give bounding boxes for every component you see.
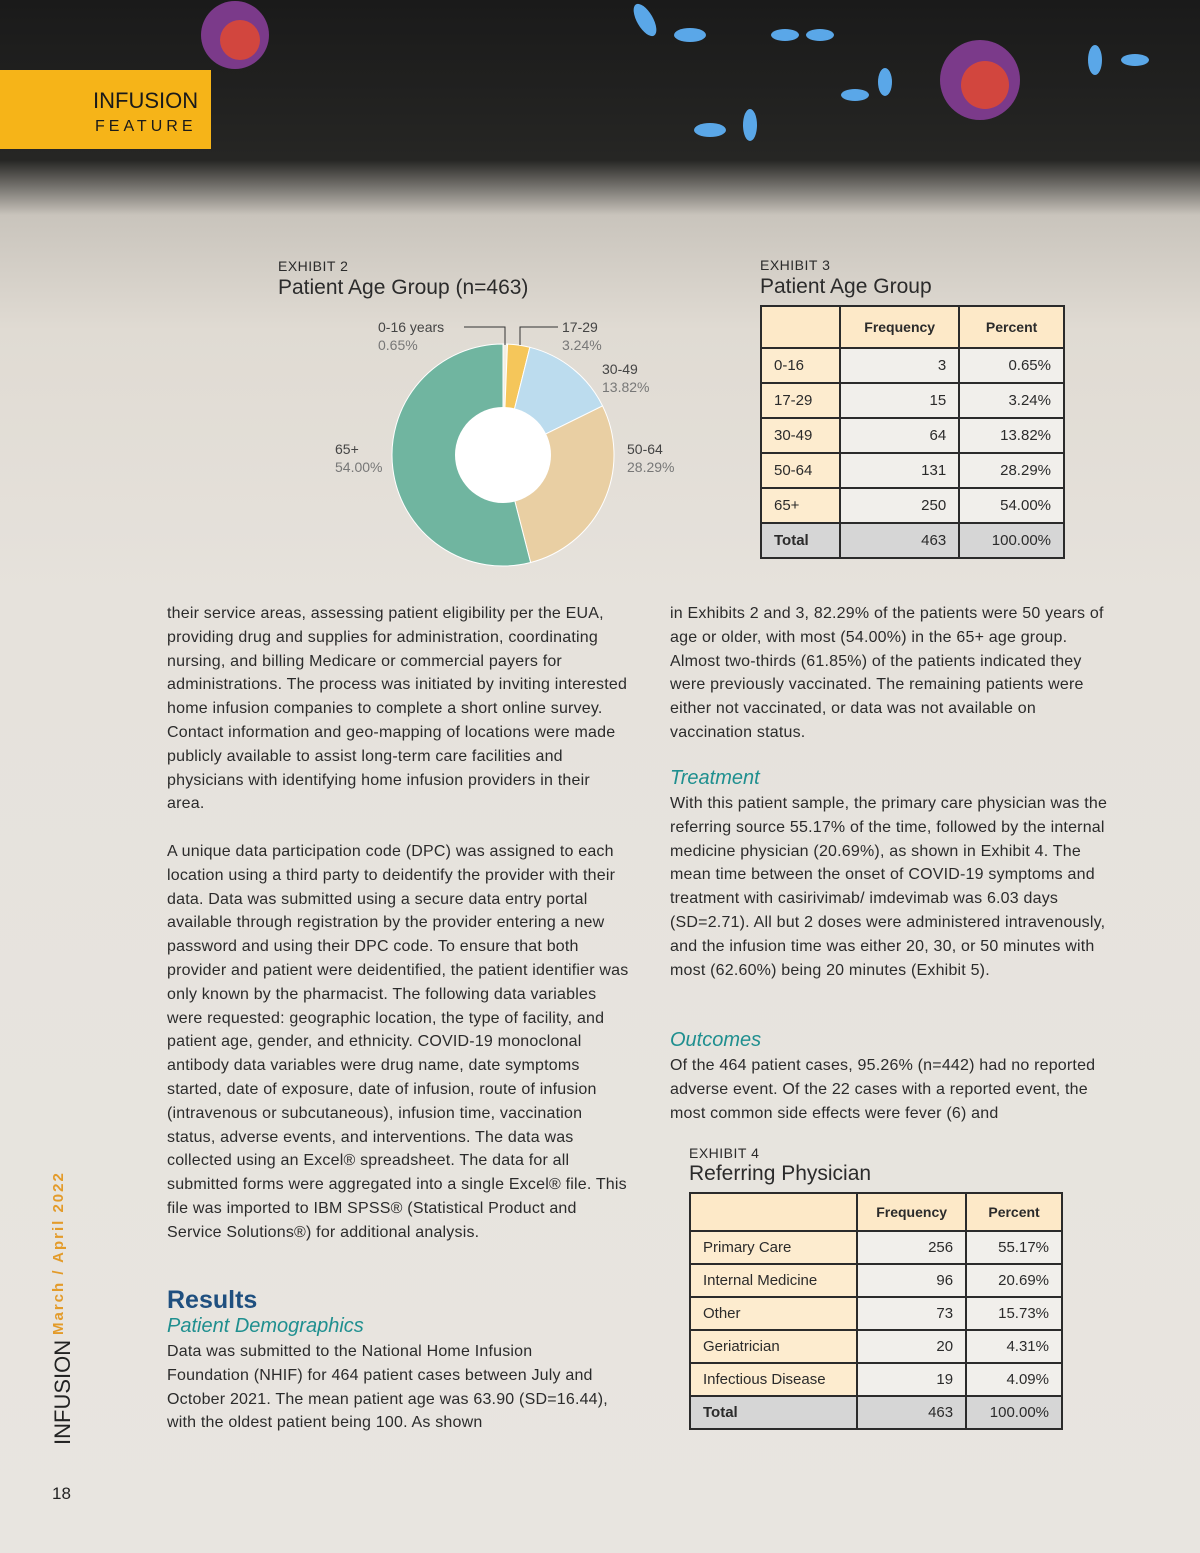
- table-cell: 250: [839, 487, 961, 524]
- slice-value: 3.24%: [562, 337, 602, 353]
- table-row: Internal Medicine 96 20.69%: [688, 1263, 1063, 1298]
- table-cell: 463: [856, 1395, 968, 1430]
- table-cell: Total: [759, 522, 842, 559]
- table-row: Total 463 100.00%: [759, 522, 1065, 559]
- table-cell: Internal Medicine: [688, 1263, 859, 1298]
- table: Frequency Percent 0-16 3 0.65% 17-29 15 3.24% 30…: [759, 305, 1065, 559]
- antibody: [633, 3, 1149, 141]
- paragraph: A unique data participation code (DPC) w…: [167, 843, 629, 1241]
- slice-value: 28.29%: [627, 459, 674, 475]
- table-cell: 30-49: [759, 417, 842, 454]
- table-row: 17-29 15 3.24%: [759, 382, 1065, 419]
- table-cell: Total: [688, 1395, 859, 1430]
- virus: [201, 1, 1020, 120]
- brand: INFUSION: [93, 88, 198, 113]
- exhibit-label: EXHIBIT 4: [689, 1145, 760, 1161]
- table: Frequency Percent Primary Care 256 55.17% Int…: [688, 1192, 1063, 1430]
- header-row: Frequency Percent: [688, 1192, 1063, 1232]
- table-cell: 65+: [759, 487, 842, 524]
- header-cell: Percent: [958, 305, 1065, 349]
- table-row: Primary Care 256 55.17%: [688, 1230, 1063, 1265]
- table-cell: 4.31%: [965, 1329, 1063, 1364]
- exhibit-label: EXHIBIT 2: [278, 258, 349, 274]
- table-cell: 17-29: [759, 382, 842, 419]
- table-cell: 100.00%: [958, 522, 1065, 559]
- table-cell: 19: [856, 1362, 968, 1397]
- table-row: Total 463 100.00%: [688, 1395, 1063, 1430]
- table-cell: Primary Care: [688, 1230, 859, 1265]
- table-row: 50-64 131 28.29%: [759, 452, 1065, 489]
- slice-value: 0.65%: [378, 337, 418, 353]
- slice-label: 65+: [335, 441, 359, 457]
- table-cell: 4.09%: [965, 1362, 1063, 1397]
- leader-line: [464, 326, 506, 345]
- section-heading: Results: [167, 1286, 258, 1314]
- table-title: Referring Physician: [689, 1162, 872, 1185]
- subheading: Treatment: [670, 767, 760, 789]
- table-cell: 13.82%: [958, 417, 1065, 454]
- table-cell: 50-64: [759, 452, 842, 489]
- table-cell: 20: [856, 1329, 968, 1364]
- paragraph: Data was submitted to the National Home …: [167, 1343, 608, 1432]
- table-cell: 20.69%: [965, 1263, 1063, 1298]
- table-cell: 256: [856, 1230, 968, 1265]
- paragraph: Of the 464 patient cases, 95.26% (n=442)…: [670, 1057, 1096, 1122]
- paragraph: in Exhibits 2 and 3, 82.29% of the patie…: [670, 605, 1104, 741]
- table-row: 65+ 250 54.00%: [759, 487, 1065, 524]
- header-cell: Frequency: [839, 305, 961, 349]
- table-cell: Other: [688, 1296, 859, 1331]
- table-cell: 96: [856, 1263, 968, 1298]
- header-row: Frequency Percent: [759, 305, 1065, 349]
- slice-value: 54.00%: [335, 459, 382, 475]
- table-title: Patient Age Group: [760, 275, 932, 298]
- table-cell: 463: [839, 522, 961, 559]
- slice-label: 30-49: [602, 361, 638, 377]
- table-row: Other 73 15.73%: [688, 1296, 1063, 1331]
- paragraph: their service areas, assessing patient e…: [167, 605, 628, 813]
- table-row: 30-49 64 13.82%: [759, 417, 1065, 454]
- footer-brand: INFUSION: [50, 1339, 75, 1445]
- section: FEATURE: [95, 118, 196, 135]
- chart-title: Patient Age Group (n=463): [278, 276, 529, 299]
- header-cell: [759, 305, 842, 349]
- table-row: Geriatrician 20 4.31%: [688, 1329, 1063, 1364]
- table-cell: 28.29%: [958, 452, 1065, 489]
- table-cell: 15: [839, 382, 961, 419]
- table-cell: 3.24%: [958, 382, 1065, 419]
- donut-hole: [455, 407, 551, 503]
- table-cell: 3: [839, 347, 961, 384]
- header-art: INFUSION FEATURE: [0, 1, 1149, 149]
- exhibit-label: EXHIBIT 3: [760, 257, 831, 273]
- leader-line: [519, 326, 558, 345]
- table-cell: 131: [839, 452, 961, 489]
- header-cell: [688, 1192, 859, 1232]
- table-cell: Infectious Disease: [688, 1362, 859, 1397]
- donut-chart: 0-16 years 0.65% 17-29 3.24%30-49 13.82% 50-6…: [335, 319, 674, 567]
- paragraph: With this patient sample, the primary ca…: [670, 795, 1108, 979]
- subheading: Patient Demographics: [167, 1315, 364, 1337]
- header-cell: Frequency: [856, 1192, 968, 1232]
- slice-label: 0-16 years: [378, 319, 444, 335]
- slice-value: 13.82%: [602, 379, 649, 395]
- table-cell: 0-16: [759, 347, 842, 384]
- table-cell: 54.00%: [958, 487, 1065, 524]
- header-cell: Percent: [965, 1192, 1063, 1232]
- table-cell: 55.17%: [965, 1230, 1063, 1265]
- table-cell: 100.00%: [965, 1395, 1063, 1430]
- table-cell: 15.73%: [965, 1296, 1063, 1331]
- issue-date: March / April 2022: [50, 1171, 67, 1335]
- slice-label: 17-29: [562, 319, 598, 335]
- slice-label: 50-64: [627, 441, 663, 457]
- table-cell: Geriatrician: [688, 1329, 859, 1364]
- table-cell: 0.65%: [958, 347, 1065, 384]
- table-cell: 73: [856, 1296, 968, 1331]
- table-row: 0-16 3 0.65%: [759, 347, 1065, 384]
- page-number: 18: [52, 1484, 71, 1503]
- table-cell: 64: [839, 417, 961, 454]
- table-row: Infectious Disease 19 4.09%: [688, 1362, 1063, 1397]
- subheading: Outcomes: [670, 1029, 762, 1051]
